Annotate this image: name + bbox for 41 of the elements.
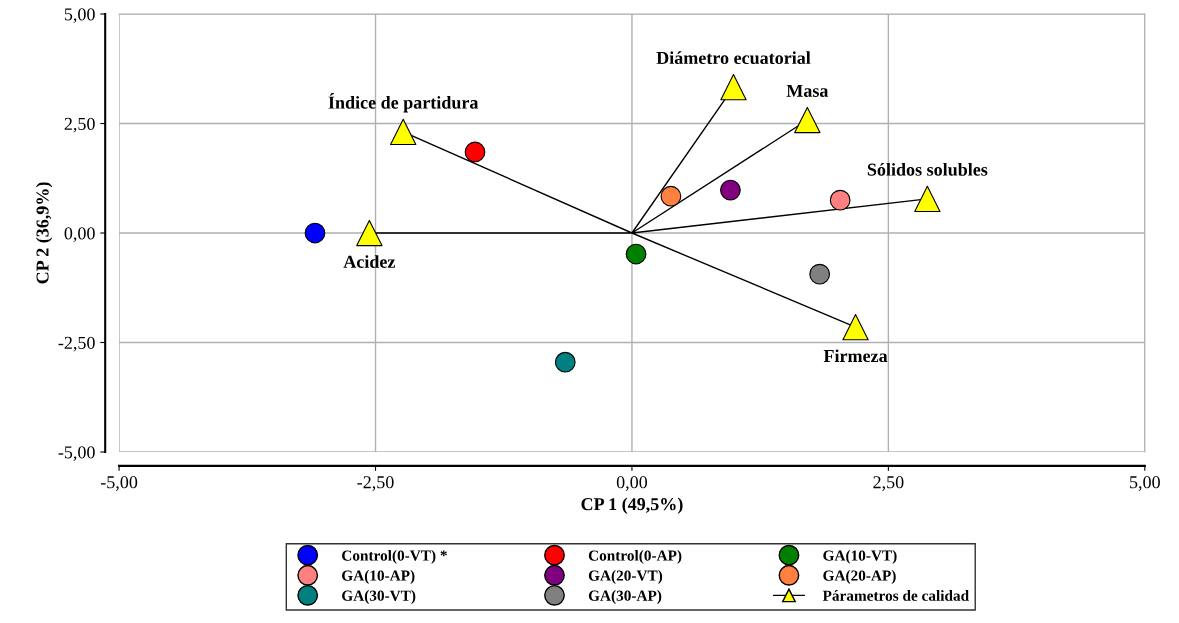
legend-label: Control(0-AP): [588, 549, 682, 564]
y-tick-label: -2,50: [58, 336, 95, 352]
legend-label: GA(30-AP): [588, 590, 662, 604]
y-tick-label: -5,00: [58, 446, 95, 462]
annotation: Masa: [786, 84, 829, 97]
y-tick-label: 0,00: [64, 227, 95, 243]
y-axis-title: CP 2 (36,9%): [35, 182, 53, 284]
x-tick-label: -5,00: [100, 476, 138, 491]
annotation: Índice de partidura: [328, 93, 479, 113]
y-tick-label: 2,50: [64, 117, 95, 133]
annotation: Firmeza: [823, 349, 888, 363]
legend-label: GA(10-AP): [342, 570, 415, 584]
legend-label: GA(30-VT): [342, 590, 416, 604]
point: [390, 118, 417, 146]
x-tick-label: 0,00: [616, 476, 648, 491]
point: [829, 189, 851, 211]
point: [660, 185, 682, 207]
point: [464, 141, 486, 163]
annotation: Diámetro ecuatorial: [656, 51, 811, 65]
annotation: Sólidos solubles: [867, 163, 988, 176]
point: [720, 179, 741, 201]
y-tick-label: 5,00: [64, 8, 95, 24]
point: [914, 185, 941, 213]
point: [304, 222, 326, 244]
point: [720, 73, 747, 101]
annotation: Acidez: [343, 255, 396, 268]
x-tick-label: -2,50: [357, 476, 394, 491]
point: [554, 351, 576, 373]
legend-label: GA(10-VT): [823, 549, 897, 564]
point: [794, 106, 821, 134]
legend-label: GA(20-VT): [588, 570, 663, 584]
x-axis-title: CP 1 (49,5%): [581, 497, 683, 514]
legend-label: Párametros de calidad: [822, 590, 969, 601]
legend-label: Control(0-VT) *: [342, 549, 447, 564]
legend-label: GA(20-AP): [823, 570, 896, 584]
point: [842, 313, 869, 341]
x-tick-label: 2,50: [873, 476, 904, 491]
point: [625, 243, 647, 265]
point: [356, 219, 383, 247]
point: [809, 263, 831, 285]
x-tick-label: 5,00: [1130, 476, 1160, 491]
